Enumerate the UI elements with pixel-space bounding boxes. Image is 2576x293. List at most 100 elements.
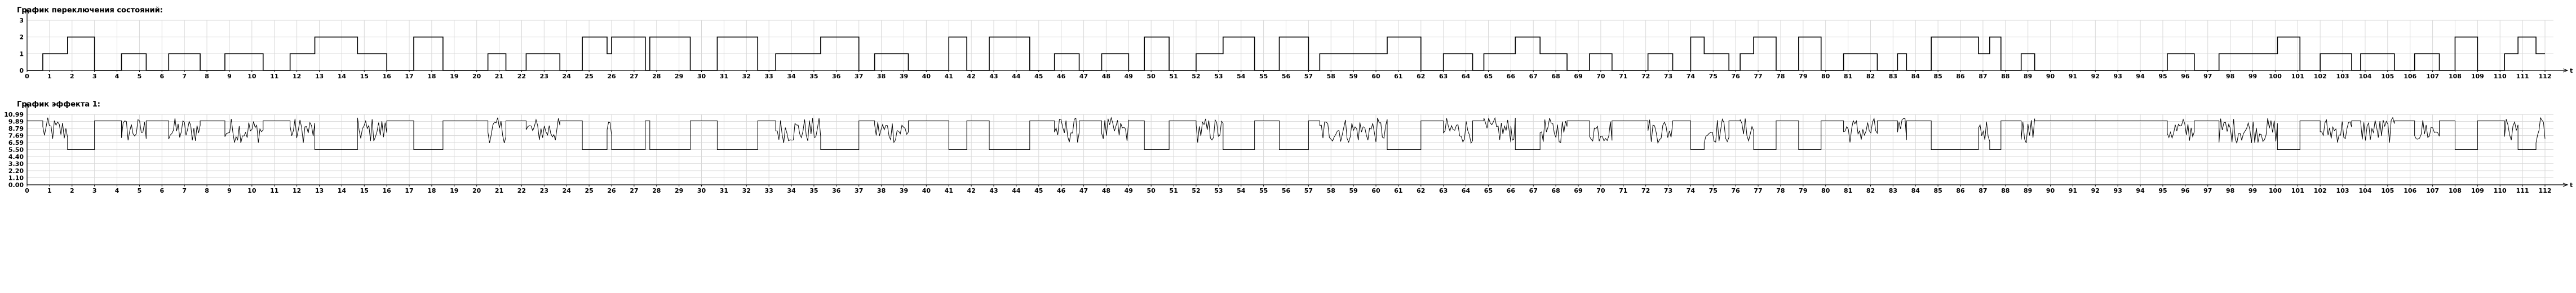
x-tick-label: 7 [182,187,187,194]
x-tick-label: 78 [1776,73,1785,79]
x-tick-label: 46 [1057,187,1066,194]
state-series-line [27,36,2545,71]
x-tick-label: 8 [205,73,209,79]
x-tick-label: 103 [2336,187,2349,194]
x-tick-label: 60 [1371,73,1380,79]
x-tick-label: 5 [138,73,142,79]
x-tick-label: 62 [1417,187,1425,194]
x-tick-label: 83 [1889,187,1897,194]
x-tick-label: 61 [1394,73,1402,79]
x-tick-label: 89 [2024,187,2032,194]
x-tick-label: 4 [115,73,119,79]
x-tick-label: 93 [2114,73,2122,79]
x-tick-label: 59 [1349,73,1357,79]
x-tick-label: 22 [517,73,526,79]
x-tick-label: 24 [563,187,572,194]
x-tick-label: 86 [1956,73,1965,79]
x-tick-label: 30 [697,73,706,79]
x-tick-label: 109 [2471,73,2484,79]
x-tick-label: 56 [1282,73,1291,79]
x-tick-label: 67 [1529,187,1538,194]
x-tick-label: 70 [1596,73,1605,79]
x-tick-label: 18 [427,187,436,194]
x-tick-label: 109 [2471,187,2484,194]
x-tick-label: 104 [2358,187,2371,194]
x-tick-label: 101 [2291,187,2304,194]
x-tick-label: 68 [1551,73,1560,79]
x-tick-label: 57 [1304,187,1313,194]
x-tick-label: 14 [338,187,347,194]
x-tick-label: 62 [1417,73,1425,79]
x-tick-label: 3 [92,187,97,194]
x-tick-label: 105 [2381,187,2394,194]
x-tick-label: 108 [2449,187,2462,194]
x-tick-label: 98 [2226,73,2234,79]
x-tick-label: 34 [787,187,796,194]
x-tick-label: 13 [315,73,324,79]
x-tick-label: 64 [1462,187,1471,194]
x-tick-label: 94 [2136,73,2145,79]
x-tick-label: 3 [92,73,97,79]
x-tick-label: 44 [1012,187,1021,194]
x-tick-label: 44 [1012,73,1021,79]
x-tick-label: 32 [742,187,751,194]
x-tick-label: 90 [2046,73,2055,79]
x-tick-label: 89 [2024,73,2032,79]
y-tick-label: 7.69 [8,132,24,140]
x-tick-label: 54 [1237,187,1246,194]
x-tick-label: 108 [2449,73,2462,79]
y-axis-arrow [25,8,29,14]
x-tick-label: 78 [1776,187,1785,194]
x-tick-label: 56 [1282,187,1291,194]
y-tick-label: 1.10 [8,175,24,182]
x-tick-label: 95 [2158,187,2167,194]
x-tick-label: 80 [1821,187,1830,194]
y-tick-label: 4.40 [8,153,24,161]
x-tick-label: 77 [1754,187,1762,194]
x-tick-label: 20 [472,73,481,79]
x-tick-label: 31 [720,187,728,194]
x-tick-label: 69 [1574,187,1582,194]
x-tick-label: 10 [247,73,256,79]
x-tick-label: 88 [2001,73,2010,79]
x-tick-label: 11 [270,73,278,79]
x-tick-label: 100 [2269,187,2282,194]
x-tick-label: 43 [989,73,998,79]
x-tick-label: 15 [360,73,369,79]
x-tick-label: 6 [160,187,164,194]
effect-series-line [27,117,2546,150]
x-tick-label: 67 [1529,73,1538,79]
x-tick-label: 1 [47,73,52,79]
x-tick-label: 107 [2426,187,2439,194]
y-tick-label: 3 [19,17,24,24]
x-tick-label: 86 [1956,187,1965,194]
x-tick-label: 99 [2249,187,2257,194]
x-tick-label: 47 [1079,187,1088,194]
x-tick-label: 74 [1687,187,1696,194]
x-tick-label: 34 [787,73,796,79]
y-tick-label: 5.50 [8,146,24,154]
x-tick-label: 21 [495,73,503,79]
x-tick-label: 8 [205,187,209,194]
x-tick-label: 28 [652,187,661,194]
chart-title: График эффекта 1: [17,100,100,109]
x-tick-label: 73 [1664,73,1672,79]
effect-chart: График эффекта 1:t0 1 2 3 4 5 6 7 8 9 10 11 12 13 14 15… [4,100,2573,194]
x-tick-label: 87 [1979,73,1987,79]
x-tick-label: 63 [1439,73,1448,79]
x-tick-label: 19 [450,73,458,79]
x-tick-label: 91 [2069,73,2077,79]
x-tick-label: 33 [765,73,773,79]
x-tick-label: 23 [540,73,548,79]
x-tick-label: 85 [1933,73,1942,79]
x-tick-label: 75 [1709,187,1718,194]
x-tick-label: 99 [2249,73,2257,79]
x-tick-label: 19 [450,187,458,194]
x-tick-label: 25 [585,73,593,79]
x-tick-label: 91 [2069,187,2077,194]
x-tick-label: 40 [922,73,931,79]
state-switch-chart: График переключения состояний:t0 1 2 3 4 5 6 7 8… [17,6,2573,79]
x-tick-label: 81 [1844,73,1852,79]
x-tick-label: 64 [1462,73,1471,79]
x-tick-label: 54 [1237,73,1246,79]
